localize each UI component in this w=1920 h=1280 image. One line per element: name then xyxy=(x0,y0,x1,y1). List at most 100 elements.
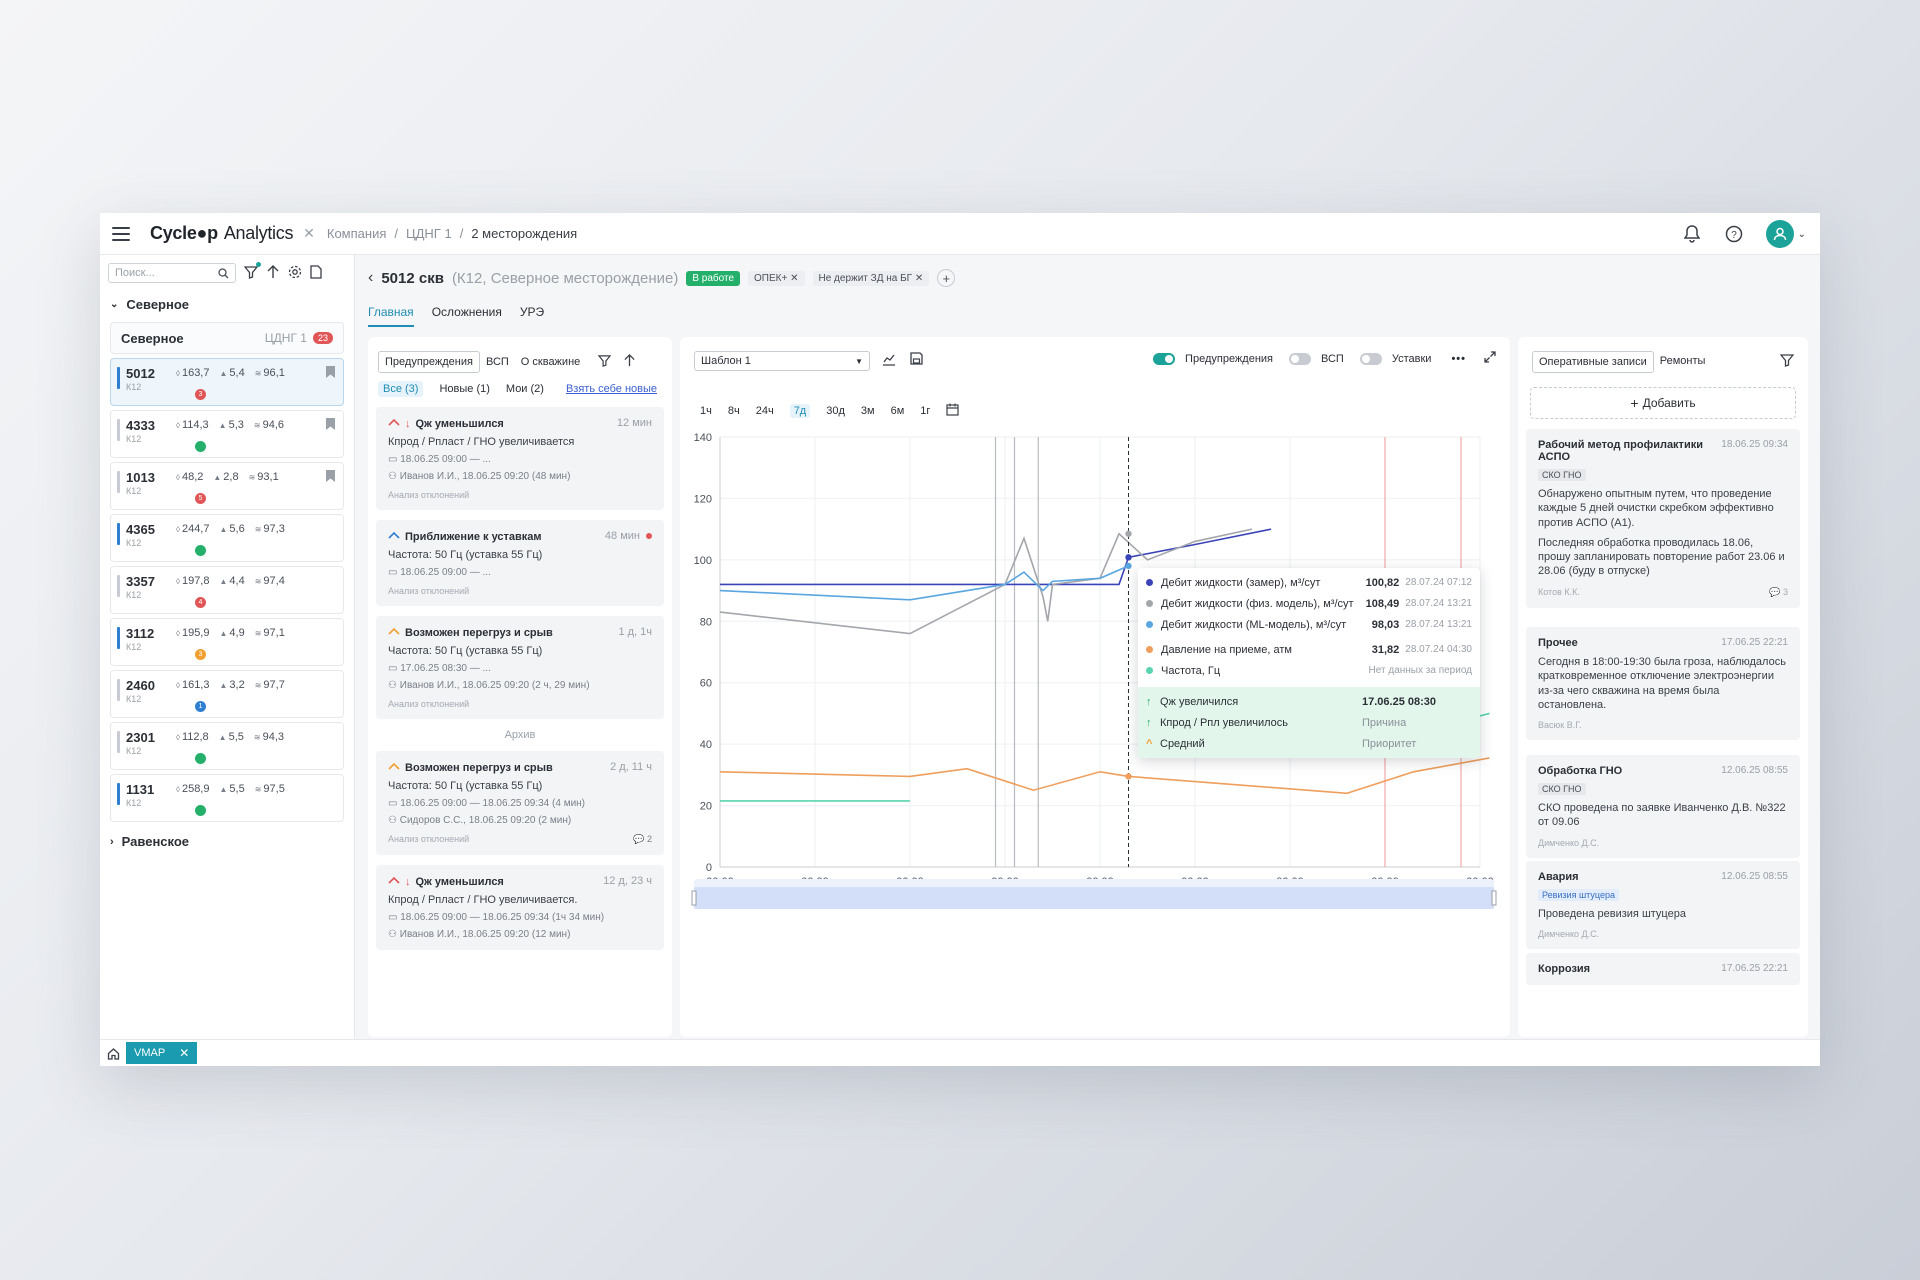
tab-0[interactable]: Главная xyxy=(368,305,414,327)
period-1[interactable]: 8ч xyxy=(727,405,740,417)
take-new-link[interactable]: Взять себе новые xyxy=(565,383,658,395)
note-card[interactable]: Авария 12.06.25 08:55 Ревизия штуцера Прове… xyxy=(1526,861,1800,950)
breadcrumb-item[interactable]: Компания xyxy=(326,226,387,241)
bookmark-icon[interactable] xyxy=(326,366,335,378)
vsp-toggle[interactable] xyxy=(1289,352,1312,365)
chevron-down-icon[interactable]: ⌄ xyxy=(1797,228,1806,240)
filter-chip[interactable]: Мои (2) xyxy=(505,383,544,395)
period-2[interactable]: 24ч xyxy=(755,405,774,417)
well-card[interactable]: 5012 К12 ◊ 163,7 ▲ 5,4 ≋ 96,1 3 xyxy=(110,358,344,406)
note-card[interactable]: Рабочий метод профилактики АСПО 18.06.25 … xyxy=(1526,429,1800,608)
note-card[interactable]: Прочее 17.06.25 22:21 Сегодня в 18:00-19:3… xyxy=(1526,627,1800,741)
calendar-icon[interactable] xyxy=(946,403,960,419)
sort-up-icon[interactable] xyxy=(266,264,280,282)
period-5[interactable]: 3м xyxy=(860,405,875,417)
warning-time: 2 д, 11 ч xyxy=(610,761,652,773)
avatar[interactable] xyxy=(1765,220,1794,248)
note-title: Коррозия xyxy=(1538,963,1591,975)
seg-option[interactable]: О скважине xyxy=(520,356,581,368)
well-card[interactable]: 4365 К12 ◊ 244,7 ▲ 5,6 ≋ 97,3 xyxy=(110,514,344,562)
filter-icon[interactable] xyxy=(243,261,261,282)
status-dot xyxy=(195,805,206,816)
note-card[interactable]: Обработка ГНО 12.06.25 08:55 СКО ГНО СКО пр… xyxy=(1526,755,1800,858)
filter-icon[interactable] xyxy=(597,354,612,370)
user-menu[interactable]: ⌄ xyxy=(1765,220,1806,248)
bookmark-icon[interactable] xyxy=(326,470,335,482)
tab-1[interactable]: Осложнения xyxy=(431,305,502,319)
period-4[interactable]: 30д xyxy=(826,405,845,417)
well-status-bar xyxy=(117,523,120,545)
warnings-toggle[interactable] xyxy=(1153,352,1176,365)
warning-card[interactable]: ↓ Qж уменьшился 12 мин Кпрод / Рпласт / ГНО… xyxy=(376,407,664,510)
breadcrumb-item[interactable]: ЦДНГ 1 xyxy=(406,226,452,241)
well-card[interactable]: 1013 К12 ◊ 48,2 ▲ 2,8 ≋ 93,1 5 xyxy=(110,462,344,510)
well-metrics: ◊ 48,2 ▲ 2,8 ≋ 93,1 xyxy=(176,471,279,483)
priority-icon xyxy=(388,626,400,639)
close-icon[interactable]: ✕ xyxy=(303,225,315,241)
menu-icon[interactable] xyxy=(112,226,130,241)
period-7[interactable]: 1г xyxy=(920,405,931,417)
priority-icon xyxy=(388,875,400,888)
data-point xyxy=(1125,530,1132,537)
notes-tab[interactable]: Ремонты xyxy=(1659,355,1706,367)
notes-tab[interactable]: Оперативные записи xyxy=(1532,351,1654,373)
bookmark-icon[interactable] xyxy=(326,418,335,430)
period-3[interactable]: 7д xyxy=(789,404,811,418)
gear-icon[interactable] xyxy=(288,265,302,282)
document-icon[interactable] xyxy=(310,264,322,282)
bell-icon[interactable] xyxy=(1682,224,1702,244)
status-dot xyxy=(195,545,206,556)
period-6[interactable]: 6м xyxy=(890,405,905,417)
well-card[interactable]: 2301 К12 ◊ 112,8 ▲ 5,5 ≋ 94,3 xyxy=(110,722,344,770)
field-card[interactable]: Северное ЦДНГ 1 23 xyxy=(110,322,344,354)
warning-card[interactable]: Возможен перегруз и срыв 2 д, 11 ч Частота… xyxy=(376,751,664,855)
breadcrumb-separator: / xyxy=(459,226,464,241)
close-icon[interactable]: ✕ xyxy=(179,1046,190,1060)
expand-icon[interactable] xyxy=(1484,351,1496,366)
metric-m1: ◊ 197,8 xyxy=(176,575,210,587)
user-icon: ⚇ xyxy=(388,471,400,482)
well-card[interactable]: 1131 К12 ◊ 258,9 ▲ 5,5 ≋ 97,5 xyxy=(110,774,344,822)
status-badge[interactable]: В работе xyxy=(686,270,741,286)
warning-card[interactable]: Приближение к уставкам 48 мин Частота: 50 … xyxy=(376,520,664,606)
chart-settings-icon[interactable] xyxy=(882,352,896,369)
template-select[interactable]: Шаблон 1 ▼ xyxy=(694,351,870,371)
help-icon[interactable]: ? xyxy=(1724,224,1744,244)
seg-option[interactable]: Предупреждения xyxy=(378,351,480,373)
filter-chip[interactable]: Новые (1) xyxy=(439,383,490,395)
tag-chip[interactable]: ОПЕК+ ✕ xyxy=(748,270,805,286)
warning-title: Qж уменьшился xyxy=(415,875,504,888)
well-card[interactable]: 4333 К12 ◊ 114,3 ▲ 5,3 ≋ 94,6 xyxy=(110,410,344,458)
back-icon[interactable]: ‹ xyxy=(368,269,374,286)
save-icon[interactable] xyxy=(910,352,923,369)
warning-user: ⚇ Иванов И.И., 18.06.25 09:20 (2 ч, 29 м… xyxy=(388,680,590,691)
comments-icon[interactable]: 💬 3 xyxy=(1769,586,1788,597)
group-severnoe[interactable]: ⌄ Северное xyxy=(110,297,190,312)
filter-chip[interactable]: Все (3) xyxy=(378,381,424,397)
seg-option[interactable]: ВСП xyxy=(485,356,509,368)
breadcrumb-item[interactable]: 2 месторождения xyxy=(471,226,578,241)
tab-2[interactable]: УРЭ xyxy=(519,305,545,319)
add-note-button[interactable]: + Добавить xyxy=(1530,387,1796,419)
series-line xyxy=(719,528,1253,635)
well-card[interactable]: 3357 К12 ◊ 197,8 ▲ 4,4 ≋ 97,4 4 xyxy=(110,566,344,614)
calendar-icon: ▭ xyxy=(388,663,401,674)
comments-icon[interactable]: 💬 2 xyxy=(633,834,652,844)
add-tag-button[interactable]: + xyxy=(937,269,956,287)
search-input[interactable]: Поиск... xyxy=(108,263,236,283)
well-card[interactable]: 3112 К12 ◊ 195,9 ▲ 4,9 ≋ 97,1 3 xyxy=(110,618,344,666)
period-0[interactable]: 1ч xyxy=(700,405,712,417)
vmap-tab[interactable]: VMAP ✕ xyxy=(126,1042,198,1064)
warning-card[interactable]: ↓ Qж уменьшился 12 д, 23 ч Кпрод / Рпласт /… xyxy=(376,865,664,950)
filter-icon[interactable] xyxy=(1779,353,1795,370)
setpoints-toggle[interactable] xyxy=(1359,352,1382,365)
note-card[interactable]: Коррозия 17.06.25 22:21 xyxy=(1526,953,1800,985)
group-ravenskoe[interactable]: › Равенское xyxy=(110,834,190,849)
well-card[interactable]: 2460 К12 ◊ 161,3 ▲ 3,2 ≋ 97,7 1 xyxy=(110,670,344,718)
home-icon[interactable] xyxy=(100,1047,126,1060)
tag-chip[interactable]: Не держит ЗД на БГ ✕ xyxy=(812,270,930,286)
sort-up-icon[interactable] xyxy=(623,354,636,370)
warning-card[interactable]: Возможен перегруз и срыв 1 д, 1ч Частота: … xyxy=(376,616,664,719)
toggle-label: ВСП xyxy=(1321,352,1344,365)
more-icon[interactable]: ••• xyxy=(1451,352,1466,365)
